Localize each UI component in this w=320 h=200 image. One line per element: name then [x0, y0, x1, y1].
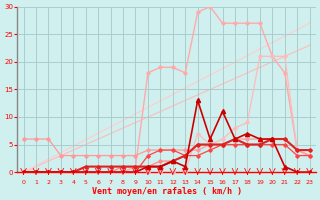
X-axis label: Vent moyen/en rafales ( km/h ): Vent moyen/en rafales ( km/h ): [92, 187, 242, 196]
